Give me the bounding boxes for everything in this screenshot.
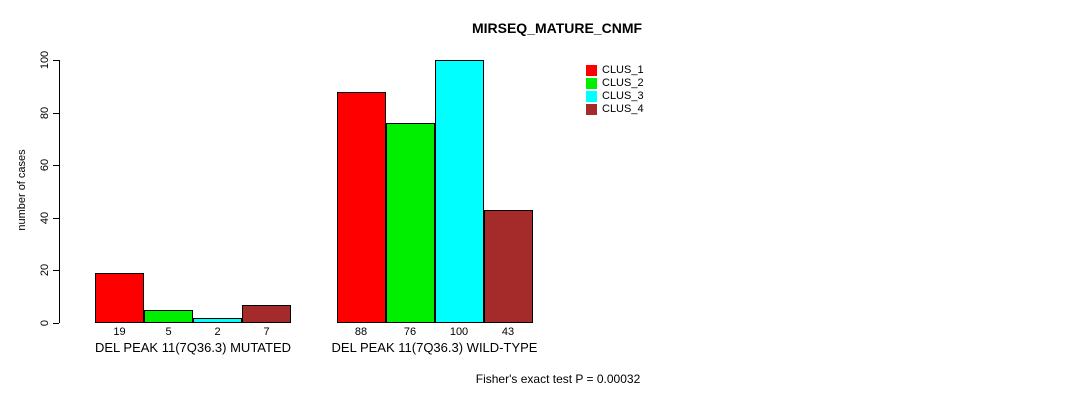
y-axis-label: number of cases (16, 149, 28, 231)
bar-value-label: 76 (403, 326, 417, 338)
legend-swatch-clus_4 (586, 104, 597, 115)
y-tick-label: 60 (39, 159, 51, 172)
legend: CLUS_1 CLUS_2 CLUS_3 CLUS_4 (586, 64, 644, 116)
legend-swatch-clus_3 (586, 91, 597, 102)
y-tick (53, 112, 59, 114)
legend-label: CLUS_3 (602, 90, 644, 102)
legend-item: CLUS_3 (586, 90, 644, 103)
bar-value-label: 88 (354, 326, 368, 338)
annotation-text: Fisher's exact test P = 0.00032 (475, 372, 641, 386)
legend-label: CLUS_4 (602, 103, 644, 115)
category-label: DEL PEAK 11(7Q36.3) WILD-TYPE (331, 340, 538, 355)
y-tick (53, 270, 59, 272)
category-label: DEL PEAK 11(7Q36.3) MUTATED (94, 340, 292, 355)
bar-clus_1-group2 (336, 91, 386, 323)
legend-swatch-clus_2 (586, 78, 597, 89)
y-tick-label: 80 (39, 106, 51, 119)
bar-clus_4-group1 (242, 304, 291, 323)
bar-clus_3-group1 (193, 317, 242, 323)
bar-clus_2-group1 (144, 309, 193, 323)
legend-item: CLUS_2 (586, 77, 644, 90)
y-tick (53, 165, 59, 167)
y-tick-label: 0 (39, 319, 51, 327)
legend-label: CLUS_2 (602, 77, 644, 89)
bar-value-label: 19 (113, 326, 126, 338)
bar-clus_4-group2 (483, 209, 533, 323)
y-tick-label: 40 (39, 211, 51, 224)
bar-clus_1-group1 (95, 273, 144, 323)
bar-value-label: 5 (165, 326, 172, 338)
y-tick-label: 20 (39, 264, 51, 277)
legend-item: CLUS_1 (586, 64, 644, 77)
chart-title: MIRSEQ_MATURE_CNMF (471, 20, 643, 36)
y-tick-label: 100 (39, 50, 51, 70)
bar-value-label: 43 (501, 326, 515, 338)
legend-swatch-clus_1 (586, 65, 597, 76)
legend-item: CLUS_4 (586, 103, 644, 116)
y-axis-line (59, 60, 60, 323)
bar-value-label: 100 (449, 326, 469, 338)
legend-label: CLUS_1 (602, 64, 644, 76)
bar-clus_2-group2 (385, 123, 435, 323)
y-tick (53, 60, 59, 61)
bar-value-label: 2 (214, 326, 221, 338)
y-tick (53, 217, 59, 219)
bar-clus_3-group2 (434, 60, 484, 323)
y-tick (53, 323, 59, 324)
bar-value-label: 7 (263, 326, 270, 338)
